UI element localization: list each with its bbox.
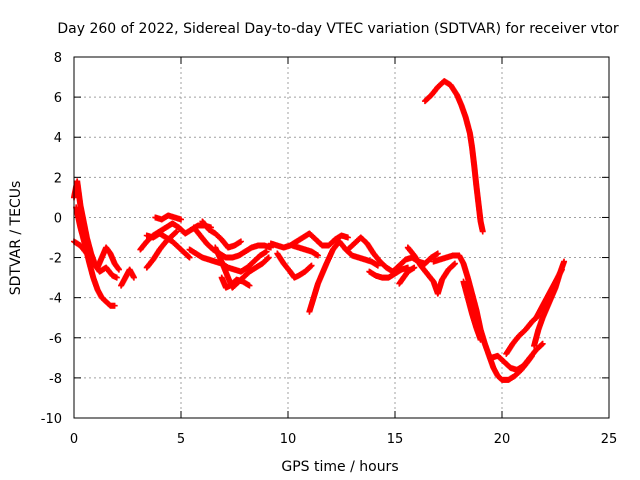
data-point <box>314 252 321 259</box>
data-point <box>344 234 351 241</box>
series-arc-10 <box>186 246 270 275</box>
series-arc-24 <box>488 340 546 373</box>
data-point <box>558 266 565 273</box>
series-arc-7 <box>152 212 184 223</box>
series-arc-8 <box>143 230 193 261</box>
y-tick-label: 6 <box>54 91 62 106</box>
data-point <box>178 216 184 223</box>
x-tick-label: 15 <box>387 432 404 447</box>
series-arc-3 <box>71 238 122 273</box>
data-point <box>173 228 180 235</box>
plot-frame <box>73 56 610 419</box>
series-arc-21 <box>396 264 418 287</box>
series-arc-13 <box>199 218 244 251</box>
series-arc-15 <box>274 250 315 281</box>
series-arc-23 <box>460 278 484 343</box>
data-point <box>434 250 441 257</box>
y-axis-label: SDTVAR / TECUs <box>8 181 24 296</box>
series-arc-27 <box>533 266 565 321</box>
data-point <box>477 336 484 343</box>
x-tick-label: 5 <box>177 432 185 447</box>
data-point <box>130 274 137 281</box>
data-point <box>374 262 381 269</box>
x-tick-label: 20 <box>494 432 511 447</box>
data-point <box>308 262 315 269</box>
data-point <box>561 258 568 265</box>
y-tick-label: -6 <box>49 332 62 347</box>
x-tick-label: 0 <box>70 432 78 447</box>
series-arc-17 <box>289 242 321 259</box>
x-tick-label: 10 <box>280 432 297 447</box>
y-tick-label: -2 <box>49 252 62 267</box>
data-point <box>115 266 122 273</box>
series-arc-19 <box>366 264 411 281</box>
series-arc-4 <box>118 266 137 289</box>
y-tick-label: -8 <box>49 372 62 387</box>
data-point <box>539 340 546 347</box>
y-tick-label: -10 <box>41 412 62 427</box>
data-point <box>479 228 486 235</box>
data-point <box>237 238 244 245</box>
y-tick-label: 8 <box>54 51 62 66</box>
x-axis-label: GPS time / hours <box>281 459 398 475</box>
data-point <box>113 274 120 281</box>
data-point <box>185 253 192 260</box>
data-point <box>246 282 253 289</box>
data-point <box>111 302 118 309</box>
data-points <box>71 78 568 383</box>
chart-title: Day 260 of 2022, Sidereal Day-to-day VTE… <box>57 21 619 37</box>
data-point <box>186 254 193 261</box>
data-point <box>451 260 458 267</box>
data-point <box>265 254 272 261</box>
y-tick-label: -4 <box>49 292 62 307</box>
series-arc-12 <box>218 274 253 291</box>
series-arc-28 <box>421 78 486 235</box>
data-point <box>411 264 418 271</box>
series-arc-25 <box>503 312 542 357</box>
x-tick-label: 25 <box>601 432 618 447</box>
data-point <box>172 229 179 236</box>
series-arc-20 <box>404 244 458 297</box>
y-tick-label: 4 <box>54 131 62 146</box>
y-tick-label: 0 <box>54 211 62 226</box>
y-tick-label: 2 <box>54 171 62 186</box>
data-point <box>263 248 270 255</box>
